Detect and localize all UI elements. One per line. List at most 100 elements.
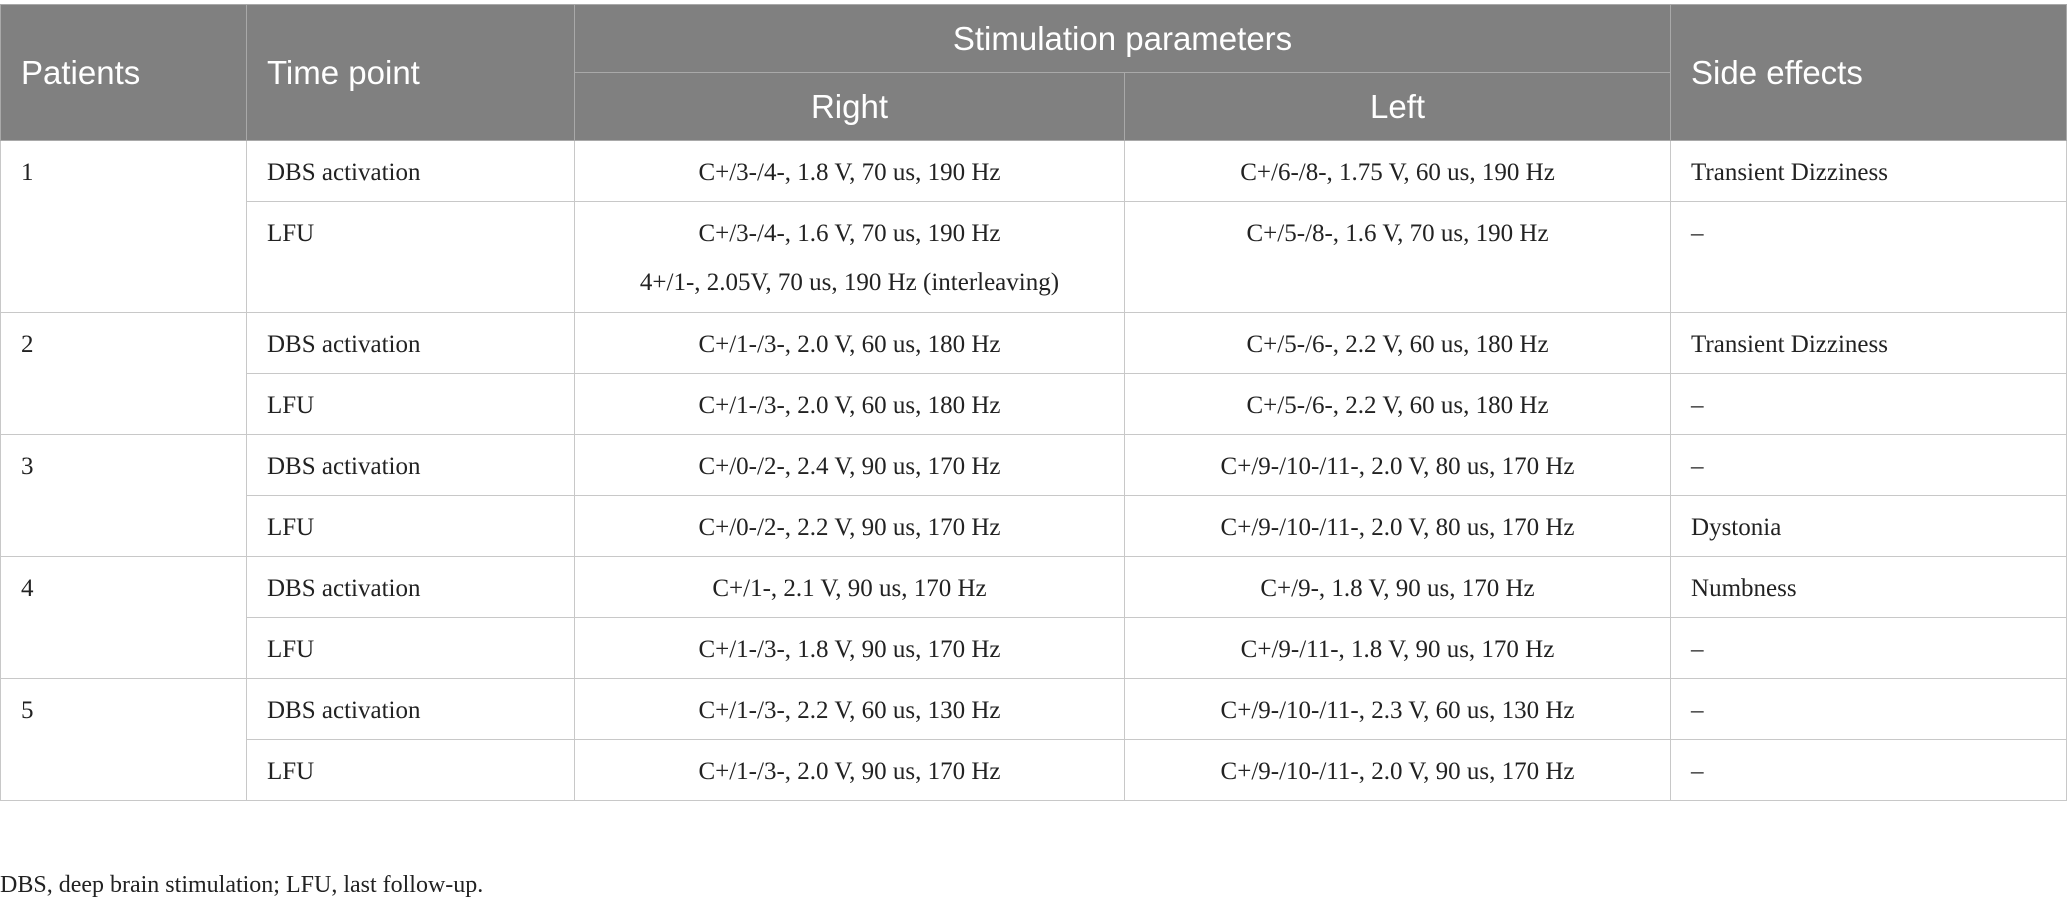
- right-parameters-lines: C+/3-/4-, 1.8 V, 70 us, 190 Hz: [575, 141, 1124, 185]
- right-parameters-lines: C+/1-/3-, 1.8 V, 90 us, 170 Hz: [575, 618, 1124, 662]
- header-left: Left: [1123, 72, 1672, 141]
- stimulation-table-container: Patients Time point Stimulation paramete…: [0, 4, 2067, 801]
- patient-id-cell: 4: [0, 556, 247, 679]
- left-parameters-cell: C+/9-/10-/11-, 2.0 V, 90 us, 170 Hz: [1123, 739, 1672, 801]
- left-parameters-cell: C+/6-/8-, 1.75 V, 60 us, 190 Hz: [1123, 140, 1672, 202]
- patient-id-cell: 2: [0, 312, 247, 435]
- table-row: LFU C+/1-/3-, 2.0 V, 60 us, 180 Hz C+/5-/6…: [1, 373, 2067, 435]
- side-effects-cell-text: –: [1691, 636, 1704, 663]
- left-parameters-cell-text: C+/9-/10-/11-, 2.0 V, 90 us, 170 Hz: [1220, 758, 1575, 785]
- right-parameters-line: C+/1-/3-, 2.2 V, 60 us, 130 Hz: [698, 697, 1001, 724]
- table-row: 1 DBS activation C+/3-/4-, 1.8 V, 70 us, 1…: [0, 140, 2067, 313]
- table-row: LFU C+/1-/3-, 1.8 V, 90 us, 170 Hz C+/9-/1…: [1, 617, 2067, 679]
- patient-id-cell-text: 5: [21, 697, 34, 724]
- patient-id-cell: 5: [0, 678, 247, 801]
- time-point-cell-text: LFU: [267, 636, 315, 663]
- left-parameters-cell: C+/9-/10-/11-, 2.3 V, 60 us, 130 Hz: [1123, 678, 1672, 740]
- right-parameters-line: C+/1-/3-, 2.0 V, 60 us, 180 Hz: [698, 331, 1001, 358]
- right-parameters-lines: C+/1-/3-, 2.0 V, 60 us, 180 Hz: [575, 313, 1124, 357]
- time-point-cell-text: LFU: [267, 220, 315, 247]
- right-parameters-line: C+/0-/2-, 2.2 V, 90 us, 170 Hz: [698, 514, 1001, 541]
- time-point-cell: LFU: [246, 373, 575, 435]
- side-effects-cell-text: –: [1691, 392, 1704, 419]
- stimulation-parameters-table: Patients Time point Stimulation paramete…: [0, 4, 2067, 801]
- time-point-cell-text: LFU: [267, 514, 315, 541]
- right-parameters-line: C+/1-/3-, 2.0 V, 60 us, 180 Hz: [698, 392, 1001, 419]
- side-effects-cell: Transient Dizziness: [1670, 140, 2067, 202]
- right-parameters-lines: C+/1-/3-, 2.0 V, 90 us, 170 Hz: [575, 740, 1124, 784]
- patient-id-cell-text: 3: [21, 453, 34, 480]
- header-side-effects: Side effects: [1670, 4, 2067, 141]
- side-effects-cell: Numbness: [1670, 556, 2067, 618]
- side-effects-cell: –: [1670, 617, 2067, 679]
- time-point-cell-text: LFU: [267, 392, 315, 419]
- left-parameters-cell-text: C+/5-/6-, 2.2 V, 60 us, 180 Hz: [1246, 392, 1549, 419]
- side-effects-cell-text: –: [1691, 697, 1704, 724]
- right-parameters-cell: C+/1-/3-, 2.0 V, 60 us, 180 Hz: [574, 312, 1125, 374]
- right-parameters-lines: C+/1-/3-, 2.2 V, 60 us, 130 Hz: [575, 679, 1124, 723]
- time-point-cell-text: DBS activation: [267, 697, 421, 724]
- side-effects-cell: –: [1670, 739, 2067, 801]
- right-parameters-line: C+/1-, 2.1 V, 90 us, 170 Hz: [712, 575, 987, 602]
- time-point-cell: LFU: [246, 201, 575, 313]
- right-parameters-line: C+/3-/4-, 1.8 V, 70 us, 190 Hz: [698, 159, 1001, 186]
- left-parameters-cell-text: C+/9-/10-/11-, 2.0 V, 80 us, 170 Hz: [1220, 453, 1575, 480]
- header-patients: Patients: [0, 4, 247, 141]
- time-point-cell: DBS activation: [246, 434, 575, 496]
- header-time-point: Time point: [246, 4, 575, 141]
- table-row: LFU C+/3-/4-, 1.6 V, 70 us, 190 Hz 4+/1-, …: [1, 201, 2067, 313]
- side-effects-cell: Dystonia: [1670, 495, 2067, 557]
- time-point-cell: LFU: [246, 495, 575, 557]
- right-parameters-cell: C+/0-/2-, 2.4 V, 90 us, 170 Hz: [574, 434, 1125, 496]
- right-parameters-cell: C+/0-/2-, 2.2 V, 90 us, 170 Hz: [574, 495, 1125, 557]
- right-parameters-cell: C+/1-/3-, 1.8 V, 90 us, 170 Hz: [574, 617, 1125, 679]
- left-parameters-cell: C+/5-/6-, 2.2 V, 60 us, 180 Hz: [1123, 373, 1672, 435]
- patient-id-cell: 3: [0, 434, 247, 557]
- left-parameters-cell-text: C+/9-/10-/11-, 2.0 V, 80 us, 170 Hz: [1220, 514, 1575, 541]
- side-effects-cell: –: [1670, 373, 2067, 435]
- table-body: 1 DBS activation C+/3-/4-, 1.8 V, 70 us, 1…: [0, 140, 2067, 801]
- side-effects-cell-text: –: [1691, 220, 1704, 247]
- side-effects-cell: –: [1670, 678, 2067, 740]
- right-parameters-cell: C+/1-/3-, 2.2 V, 60 us, 130 Hz: [574, 678, 1125, 740]
- left-parameters-cell: C+/9-/11-, 1.8 V, 90 us, 170 Hz: [1123, 617, 1672, 679]
- left-parameters-cell-text: C+/6-/8-, 1.75 V, 60 us, 190 Hz: [1240, 159, 1555, 186]
- right-parameters-line: C+/3-/4-, 1.6 V, 70 us, 190 Hz: [698, 220, 1001, 247]
- time-point-cell-text: DBS activation: [267, 159, 421, 186]
- right-parameters-cell: C+/3-/4-, 1.6 V, 70 us, 190 Hz 4+/1-, 2.0…: [574, 201, 1125, 313]
- table-row: 5 DBS activation C+/1-/3-, 2.2 V, 60 us, 1…: [0, 678, 2067, 801]
- side-effects-cell-text: –: [1691, 453, 1704, 480]
- patient-id-cell-text: 1: [21, 159, 34, 186]
- left-parameters-cell: C+/5-/6-, 2.2 V, 60 us, 180 Hz: [1123, 312, 1672, 374]
- table-row: 2 DBS activation C+/1-/3-, 2.0 V, 60 us, 1…: [0, 312, 2067, 435]
- side-effects-cell-text: Transient Dizziness: [1691, 159, 1888, 186]
- right-parameters-line: 4+/1-, 2.05V, 70 us, 190 Hz (interleavin…: [639, 269, 1060, 296]
- time-point-cell-text: DBS activation: [267, 453, 421, 480]
- side-effects-cell: –: [1670, 434, 2067, 496]
- right-parameters-cell: C+/1-/3-, 2.0 V, 90 us, 170 Hz: [574, 739, 1125, 801]
- time-point-cell: LFU: [246, 617, 575, 679]
- side-effects-cell-text: Numbness: [1691, 575, 1797, 602]
- side-effects-cell-text: Transient Dizziness: [1691, 331, 1888, 358]
- right-parameters-lines: C+/1-, 2.1 V, 90 us, 170 Hz: [575, 557, 1124, 601]
- table-row: 3 DBS activation C+/0-/2-, 2.4 V, 90 us, 1…: [0, 434, 2067, 557]
- right-parameters-cell: C+/1-, 2.1 V, 90 us, 170 Hz: [574, 556, 1125, 618]
- table-header: Patients Time point Stimulation paramete…: [0, 4, 2067, 141]
- left-parameters-cell: C+/9-, 1.8 V, 90 us, 170 Hz: [1123, 556, 1672, 618]
- table-row: LFU C+/1-/3-, 2.0 V, 90 us, 170 Hz C+/9-/1…: [1, 739, 2067, 801]
- time-point-cell: DBS activation: [246, 312, 575, 374]
- left-parameters-cell-text: C+/9-/11-, 1.8 V, 90 us, 170 Hz: [1240, 636, 1555, 663]
- header-stimulation-parameters: Stimulation parameters: [573, 4, 1672, 73]
- table-footnote: DBS, deep brain stimulation; LFU, last f…: [0, 872, 484, 898]
- left-parameters-cell: C+/9-/10-/11-, 2.0 V, 80 us, 170 Hz: [1123, 434, 1672, 496]
- left-parameters-cell-text: C+/9-, 1.8 V, 90 us, 170 Hz: [1260, 575, 1535, 602]
- side-effects-cell: Transient Dizziness: [1670, 312, 2067, 374]
- side-effects-cell: –: [1670, 201, 2067, 313]
- time-point-cell-text: LFU: [267, 758, 315, 785]
- time-point-cell: DBS activation: [246, 556, 575, 618]
- header-right: Right: [574, 72, 1125, 141]
- left-parameters-cell-text: C+/5-/8-, 1.6 V, 70 us, 190 Hz: [1246, 220, 1549, 247]
- left-parameters-cell-text: C+/5-/6-, 2.2 V, 60 us, 180 Hz: [1246, 331, 1549, 358]
- right-parameters-line: C+/0-/2-, 2.4 V, 90 us, 170 Hz: [698, 453, 1001, 480]
- table-row: LFU C+/0-/2-, 2.2 V, 90 us, 170 Hz C+/9-/1…: [1, 495, 2067, 557]
